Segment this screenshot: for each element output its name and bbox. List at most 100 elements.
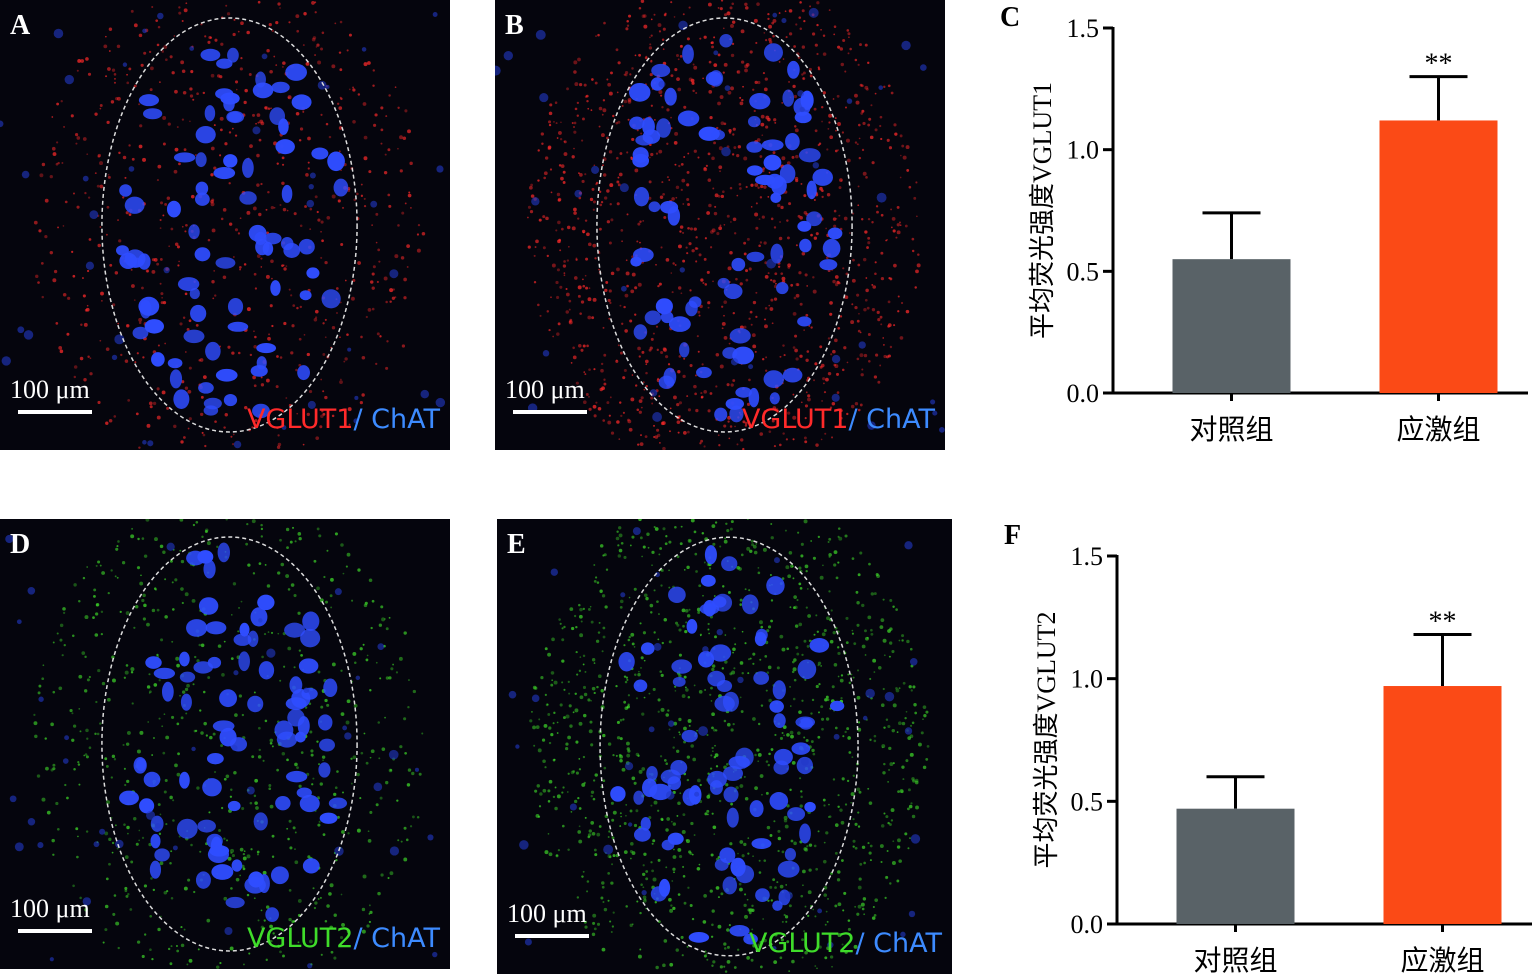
cell <box>239 622 250 637</box>
y-tick-label: 0.5 <box>1071 787 1104 816</box>
speckle <box>678 628 682 632</box>
speckle <box>824 923 827 926</box>
speckle <box>192 523 196 527</box>
speckle <box>897 310 900 313</box>
speckle <box>72 274 76 278</box>
speckle <box>822 34 826 38</box>
speckle <box>157 25 161 29</box>
speckle <box>240 600 243 603</box>
speckle <box>174 242 179 247</box>
speckle <box>817 535 821 539</box>
cell <box>276 731 298 748</box>
speckle <box>746 237 750 241</box>
speckle <box>587 315 592 320</box>
significance-label: ** <box>1429 607 1457 638</box>
speckle <box>781 101 784 104</box>
speckle <box>637 672 641 677</box>
speckle <box>801 653 804 657</box>
speckle <box>600 200 604 204</box>
speckle <box>898 687 901 690</box>
speckle <box>759 432 764 436</box>
speckle <box>348 33 352 37</box>
speckle <box>582 663 585 666</box>
speckle <box>570 362 573 364</box>
speckle <box>594 853 598 857</box>
speckle <box>573 276 578 280</box>
speckle <box>254 778 259 783</box>
speckle <box>669 908 674 913</box>
cell <box>729 405 744 423</box>
speckle <box>44 234 48 239</box>
speckle <box>823 841 826 844</box>
speckle <box>857 904 862 909</box>
speckle <box>645 877 649 881</box>
speckle <box>378 757 381 760</box>
speckle <box>759 196 763 199</box>
speckle <box>700 439 704 443</box>
speckle <box>815 684 819 689</box>
speckle <box>792 697 796 701</box>
speckle <box>749 549 753 553</box>
speckle <box>608 830 611 833</box>
cell <box>328 797 348 809</box>
speckle <box>766 629 770 633</box>
speckle <box>743 325 747 329</box>
speckle <box>695 374 697 377</box>
speckle <box>662 347 667 351</box>
speckle <box>372 84 375 87</box>
speckle <box>917 253 920 256</box>
speckle <box>681 178 686 183</box>
cell <box>799 823 811 844</box>
cell <box>217 542 231 563</box>
speckle <box>286 209 289 212</box>
speckle <box>694 392 697 396</box>
speckle <box>183 886 188 891</box>
speckle <box>292 826 296 830</box>
speckle <box>385 300 388 304</box>
speckle <box>651 564 653 566</box>
speckle <box>678 164 681 168</box>
speckle <box>559 249 562 252</box>
speckle <box>572 711 575 714</box>
speckle <box>138 829 141 832</box>
speckle <box>125 211 129 215</box>
cell <box>705 71 723 86</box>
speckle <box>219 128 223 132</box>
speckle <box>130 534 135 539</box>
speckle <box>882 344 885 346</box>
speckle <box>368 912 371 915</box>
speckle <box>75 142 78 145</box>
speckle <box>726 945 730 949</box>
speckle <box>778 60 781 63</box>
cell <box>206 833 223 849</box>
cell <box>785 133 800 151</box>
speckle <box>758 871 762 874</box>
speckle <box>583 83 587 87</box>
speckle <box>741 630 744 633</box>
speckle <box>872 285 877 289</box>
speckle <box>865 176 868 179</box>
cell <box>939 426 945 433</box>
speckle <box>225 4 228 7</box>
speckle <box>799 777 802 780</box>
speckle <box>825 831 829 835</box>
speckle <box>659 670 663 673</box>
speckle <box>607 854 612 859</box>
speckle <box>892 762 895 765</box>
speckle <box>78 674 83 679</box>
speckle <box>375 803 379 807</box>
speckle <box>665 258 670 262</box>
speckle <box>593 564 596 566</box>
speckle <box>837 646 840 649</box>
speckle <box>891 216 896 221</box>
cell <box>139 299 152 319</box>
speckle <box>567 848 570 852</box>
speckle <box>792 606 796 610</box>
speckle <box>785 438 788 441</box>
speckle <box>727 420 730 423</box>
speckle <box>628 635 631 639</box>
speckle <box>165 823 168 826</box>
cell <box>652 412 663 422</box>
speckle <box>617 554 622 558</box>
speckle <box>570 811 573 813</box>
